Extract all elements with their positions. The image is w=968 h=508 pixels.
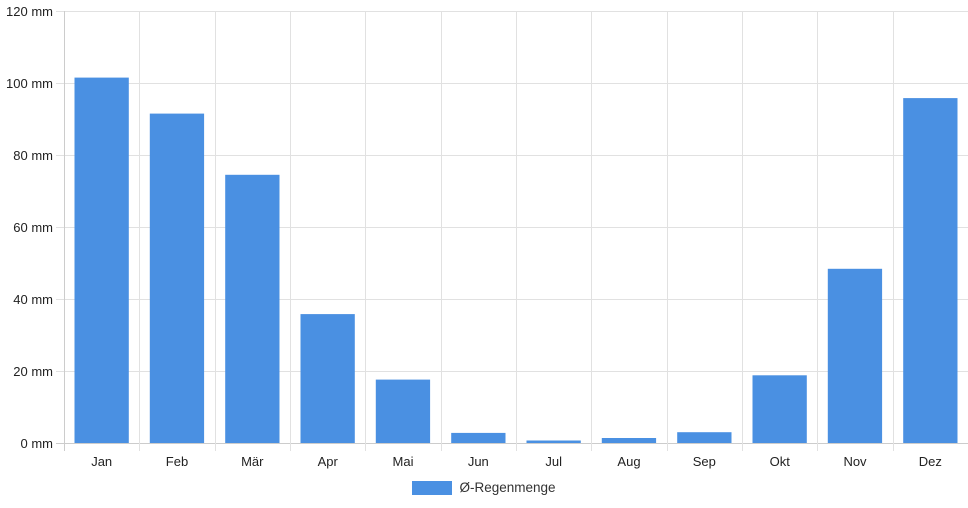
x-tick-label: Jun (468, 454, 489, 469)
bar[interactable] (149, 113, 205, 443)
grid-lines (56, 11, 968, 451)
bar[interactable] (225, 174, 280, 444)
y-tick-label: 120 mm (6, 4, 53, 19)
x-tick-label: Feb (166, 454, 188, 469)
legend-label: Ø-Regenmenge (459, 480, 556, 495)
bar[interactable] (451, 432, 506, 443)
y-tick-label: 80 mm (13, 148, 53, 163)
bar[interactable] (375, 379, 431, 443)
x-tick-label: Jul (545, 454, 562, 469)
y-tick-label: 40 mm (13, 292, 53, 307)
x-tick-label: Mai (393, 454, 414, 469)
chart-plot: 0 mm 20 mm 40 mm 60 mm 80 mm 100 mm 120 mm Jan F… (6, 4, 968, 469)
bars (74, 77, 958, 444)
y-tick-label: 60 mm (13, 220, 53, 235)
x-tick-label: Dez (919, 454, 942, 469)
legend-swatch (412, 480, 453, 495)
y-tick-label: 20 mm (13, 364, 53, 379)
bar[interactable] (601, 438, 657, 443)
bar[interactable] (74, 77, 129, 443)
y-tick-label: 0 mm (21, 436, 54, 451)
bar[interactable] (827, 268, 883, 443)
x-tick-label: Nov (843, 454, 867, 469)
legend[interactable]: Ø-Regenmenge (0, 480, 968, 495)
x-tick-label: Aug (617, 454, 640, 469)
axes: 0 mm 20 mm 40 mm 60 mm 80 mm 100 mm 120 mm Jan F… (6, 4, 942, 469)
x-tick-label: Jan (91, 454, 112, 469)
bar[interactable] (526, 440, 581, 444)
x-tick-label: Mär (241, 454, 264, 469)
bar[interactable] (300, 314, 355, 443)
bar[interactable] (752, 375, 807, 443)
x-tick-label: Sep (693, 454, 716, 469)
y-tick-label: 100 mm (6, 76, 53, 91)
x-tick-label: Okt (770, 454, 791, 469)
x-tick-label: Apr (318, 454, 339, 469)
bar[interactable] (903, 98, 958, 443)
bar[interactable] (677, 432, 732, 443)
